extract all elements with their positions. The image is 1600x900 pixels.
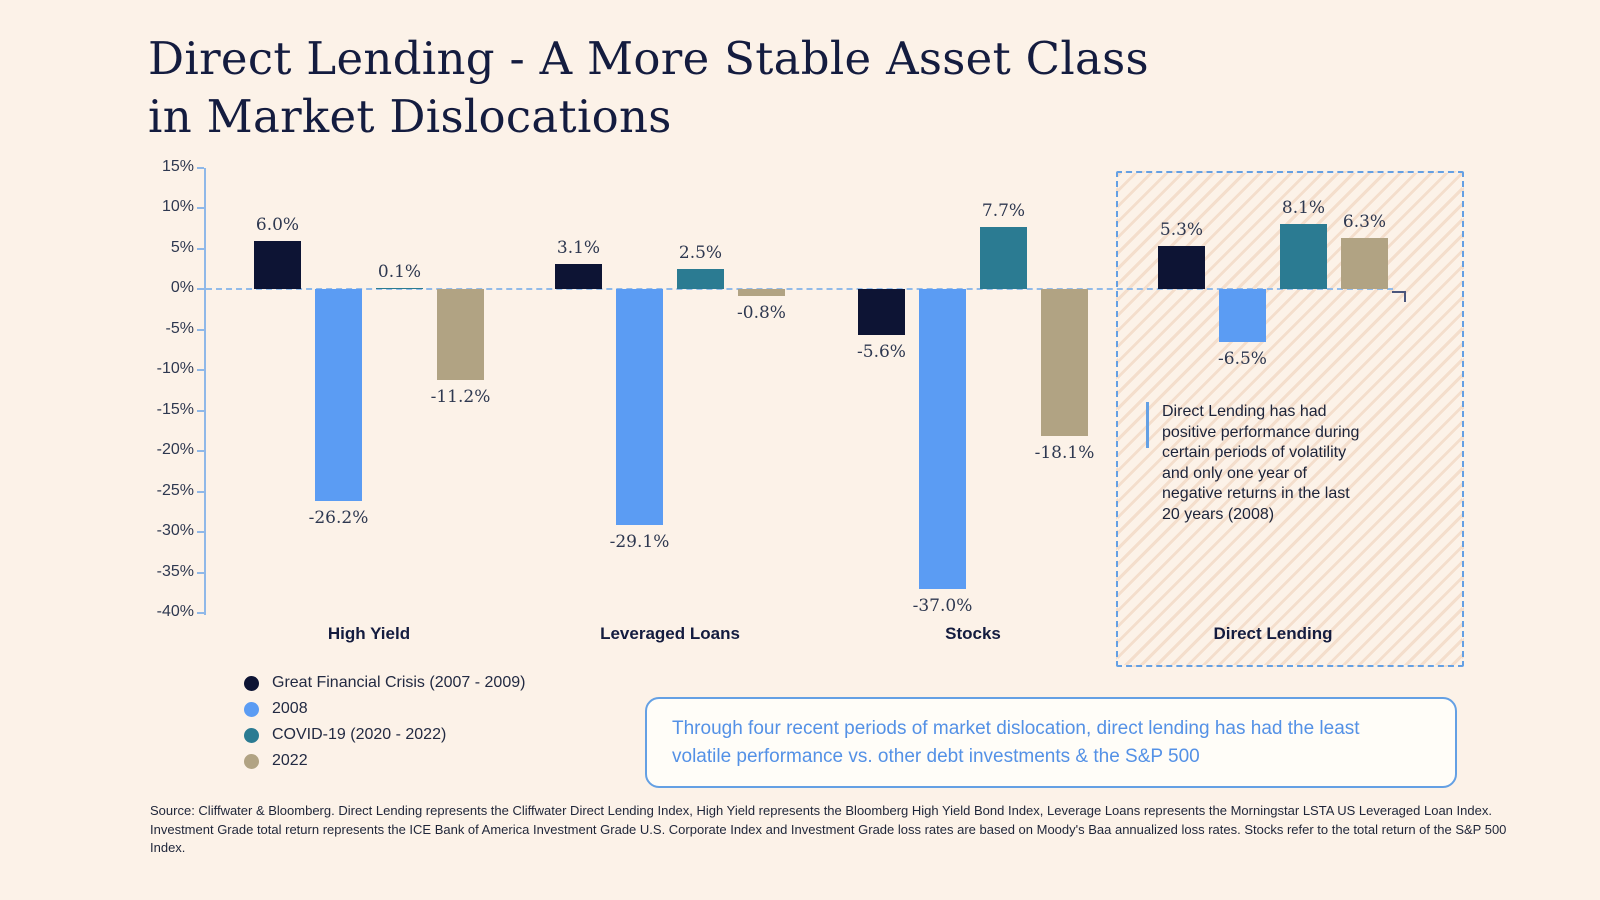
- y-axis-tick-label: 15%: [161, 158, 194, 175]
- bar-value-label: -0.8%: [737, 302, 786, 323]
- legend-label: Great Financial Crisis (2007 - 2009): [272, 674, 526, 691]
- y-axis-tick: [197, 490, 204, 493]
- y-axis-tick: [197, 531, 204, 534]
- bar-direct-lending-great-financial-crisis-2007-2009: [1158, 246, 1205, 290]
- y-axis-line: [204, 168, 206, 615]
- legend-item-great-financial-crisis-2007-2009: Great Financial Crisis (2007 - 2009): [244, 672, 525, 694]
- y-axis-tick: [197, 207, 204, 210]
- bar-value-label: -37.0%: [912, 595, 973, 616]
- y-axis-tick: [197, 288, 204, 291]
- bar-value-label: 0.1%: [377, 261, 422, 282]
- bar-stocks-covid-19-2020-2022: [980, 227, 1027, 290]
- legend-label: COVID-19 (2020 - 2022): [272, 726, 447, 743]
- annotation-text: Direct Lending has had positive performa…: [1162, 403, 1360, 523]
- source-note: Source: Cliffwater & Bloomberg. Direct L…: [150, 803, 1507, 855]
- bar-leveraged-loans-2022: [738, 289, 785, 296]
- bar-value-label: 6.0%: [255, 214, 300, 235]
- x-axis-category-label-high-yield: High Yield: [327, 624, 411, 643]
- callout-box: Through four recent periods of market di…: [645, 697, 1457, 788]
- bar-direct-lending-2022: [1341, 238, 1388, 290]
- bar-value-label: -18.1%: [1034, 442, 1095, 463]
- bar-leveraged-loans-covid-19-2020-2022: [677, 269, 724, 290]
- y-axis-tick: [197, 247, 204, 250]
- bar-high-yield-2022: [437, 289, 484, 380]
- legend-swatch: [244, 753, 259, 769]
- bar-high-yield-2008: [315, 289, 362, 502]
- legend-item-2022: 2022: [244, 750, 525, 772]
- page-title: Direct Lending - A More Stable Asset Cla…: [148, 32, 1149, 143]
- y-axis-tick-label: 5%: [170, 238, 194, 256]
- bar-value-label: 3.1%: [556, 238, 601, 259]
- y-axis-tick-label: -30%: [156, 522, 194, 540]
- bar-value-label: 5.3%: [1159, 220, 1204, 241]
- bar-stocks-2022: [1041, 289, 1088, 436]
- x-axis-category-label-direct-lending: Direct Lending: [1213, 624, 1333, 643]
- bar-direct-lending-2008: [1219, 289, 1266, 342]
- y-axis-tick: [197, 328, 204, 331]
- bar-value-label: -26.2%: [308, 508, 369, 529]
- bar-value-label: -11.2%: [430, 386, 491, 407]
- bar-leveraged-loans-2008: [616, 289, 663, 525]
- bar-value-label: -5.6%: [857, 341, 906, 362]
- bar-value-label: 6.3%: [1342, 212, 1387, 233]
- x-axis-category-label-leveraged-loans: Leveraged Loans: [600, 624, 740, 643]
- y-axis-tick-label: -40%: [156, 603, 194, 620]
- y-axis-tick-label: -20%: [156, 441, 194, 459]
- legend-swatch: [244, 675, 259, 691]
- bar-value-label: -29.1%: [609, 531, 670, 552]
- annotation-accent-line: [1146, 402, 1149, 448]
- y-axis-tick-label: -5%: [165, 319, 194, 337]
- zero-line-end-bracket: [1392, 291, 1406, 303]
- zero-baseline: [206, 288, 1393, 291]
- bar-high-yield-covid-19-2020-2022: [376, 287, 423, 290]
- y-axis-tick-label: -25%: [156, 481, 194, 499]
- y-axis-tick-label: -15%: [156, 400, 194, 418]
- direct-lending-annotation: Direct Lending has had positive performa…: [1146, 402, 1359, 525]
- y-axis-tick: [197, 612, 204, 614]
- legend-item-2008: 2008: [244, 698, 525, 720]
- y-axis-tick: [197, 571, 204, 574]
- legend-label: 2008: [272, 700, 308, 717]
- legend-swatch: [244, 701, 259, 717]
- bar-value-label: -6.5%: [1218, 348, 1267, 369]
- x-axis-category-label-stocks: Stocks: [945, 624, 1001, 643]
- y-axis-tick: [197, 369, 204, 372]
- y-axis-tick: [197, 450, 204, 453]
- legend-swatch: [244, 727, 259, 743]
- y-axis-tick-label: 0%: [170, 279, 194, 297]
- y-axis-tick-label: 10%: [161, 198, 194, 216]
- bar-stocks-2008: [919, 289, 966, 589]
- bar-value-label: 8.1%: [1281, 197, 1326, 218]
- bar-direct-lending-covid-19-2020-2022: [1280, 223, 1327, 290]
- y-axis-tick-label: -10%: [156, 360, 194, 378]
- bar-value-label: 7.7%: [981, 201, 1026, 222]
- legend-label: 2022: [272, 752, 308, 769]
- bar-stocks-great-financial-crisis-2007-2009: [858, 289, 905, 335]
- callout-text: Through four recent periods of market di…: [672, 718, 1360, 767]
- legend: Great Financial Crisis (2007 - 2009) 2008…: [244, 672, 525, 776]
- y-axis-tick: [197, 167, 204, 169]
- legend-item-covid-19-2020-2022: COVID-19 (2020 - 2022): [244, 724, 525, 746]
- y-axis-tick: [197, 409, 204, 412]
- y-axis-tick-label: -35%: [156, 562, 194, 580]
- bar-value-label: 2.5%: [678, 243, 723, 264]
- bar-high-yield-great-financial-crisis-2007-2009: [254, 240, 301, 290]
- bar-leveraged-loans-great-financial-crisis-2007-2009: [555, 264, 602, 290]
